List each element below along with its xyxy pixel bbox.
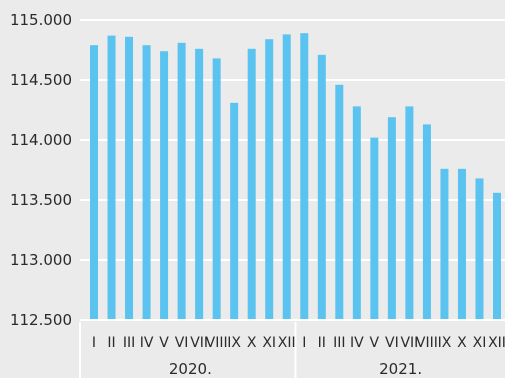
x-tick-label: III	[333, 335, 345, 351]
x-tick-label: I	[302, 335, 306, 351]
x-tick-label: XI	[473, 335, 487, 351]
bar	[370, 137, 379, 320]
x-tick-label: VII	[400, 335, 418, 351]
x-tick-label: X	[457, 335, 467, 351]
bar	[265, 39, 274, 320]
bar	[282, 34, 291, 321]
x-group-label: 2020.	[169, 360, 212, 378]
bar	[335, 84, 344, 320]
bar	[107, 35, 116, 320]
y-tick-label: 115.000	[10, 11, 72, 29]
x-tick-label: II	[107, 335, 115, 351]
y-tick-label: 114.500	[10, 71, 72, 89]
x-tick-label: I	[92, 335, 96, 351]
y-tick-label: 112.500	[10, 311, 72, 329]
bar	[160, 51, 169, 320]
bar	[247, 48, 256, 321]
bar	[212, 58, 221, 321]
x-tick-label: IX	[227, 335, 241, 351]
bar	[195, 48, 204, 321]
x-tick-label: XI	[262, 335, 276, 351]
x-tick-label: VI	[385, 335, 399, 351]
y-tick-label: 114.000	[10, 131, 72, 149]
bar	[475, 178, 484, 320]
x-tick-label: XII	[278, 335, 296, 351]
bar	[493, 192, 501, 320]
x-tick-label: IX	[438, 335, 452, 351]
bar	[422, 124, 431, 321]
x-tick-label: V	[159, 335, 169, 351]
bar	[405, 106, 414, 321]
x-tick-label: VIII	[416, 335, 438, 351]
x-tick-label: VIII	[206, 335, 228, 351]
x-tick-label: IV	[140, 335, 154, 351]
bar	[90, 45, 98, 320]
bar	[352, 106, 361, 321]
bar	[177, 42, 186, 321]
x-tick-label: XII	[488, 335, 505, 351]
x-tick-label: V	[370, 335, 380, 351]
y-tick-label: 113.500	[10, 191, 72, 209]
x-tick-label: X	[247, 335, 257, 351]
x-tick-label: VII	[190, 335, 208, 351]
bar	[300, 33, 309, 320]
x-tick-label: III	[123, 335, 135, 351]
bar	[125, 36, 134, 321]
gridlines	[80, 19, 505, 261]
bar	[440, 168, 449, 320]
bar	[317, 54, 326, 321]
bar	[387, 117, 396, 320]
x-tick-label: IV	[350, 335, 364, 351]
bar	[230, 102, 239, 320]
x-tick-label: VI	[175, 335, 189, 351]
bars	[90, 33, 501, 321]
bar	[142, 45, 151, 320]
x-group-label: 2021.	[379, 360, 422, 378]
bar	[457, 168, 466, 320]
y-axis: 112.500 113.000 113.500 114.000 114.500 115.0…	[10, 11, 72, 329]
y-tick-label: 113.000	[10, 251, 72, 269]
x-tick-label: II	[318, 335, 326, 351]
